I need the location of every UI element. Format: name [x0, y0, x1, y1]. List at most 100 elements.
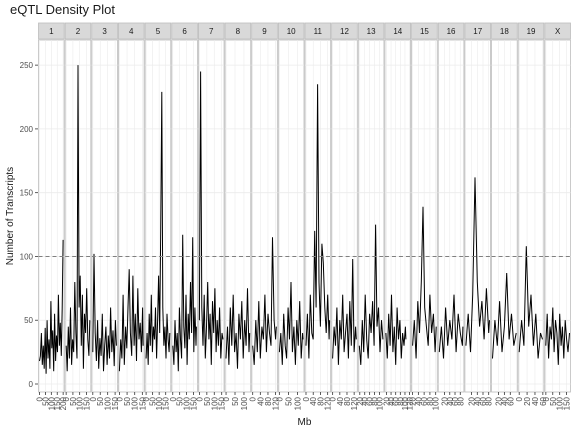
strip-bg	[331, 22, 358, 40]
density-line	[118, 269, 144, 372]
x-tick-label: 50	[41, 396, 50, 405]
x-tick-label: 40	[473, 396, 482, 405]
x-tick-label: 60	[392, 396, 401, 405]
strip-label: 3	[102, 27, 107, 36]
strip-label: 11	[314, 27, 323, 36]
x-tick-label: 0	[275, 396, 284, 401]
panel-bg	[277, 39, 305, 393]
x-tick-label: 80	[396, 396, 405, 405]
x-tick-label: 20	[523, 396, 532, 405]
x-tick-label: 0	[62, 396, 71, 401]
density-line	[39, 239, 64, 374]
x-tick-label: 0	[195, 396, 204, 401]
x-tick-label: 80	[371, 396, 380, 405]
strip-bg	[437, 22, 465, 40]
x-tick-label: 20	[441, 396, 450, 405]
x-tick-label: 40	[414, 396, 423, 405]
density-line	[332, 258, 357, 365]
strip-bg	[277, 22, 305, 40]
strip-bg	[197, 22, 225, 40]
x-tick-label: 20	[494, 396, 503, 405]
x-tick-label: 150	[218, 396, 227, 410]
strip-bg	[91, 22, 118, 40]
x-tick-label: 40	[336, 396, 345, 405]
y-axis-title: Number of Transcripts	[5, 167, 16, 265]
x-tick-label: 0	[542, 396, 551, 401]
density-line	[225, 288, 251, 369]
strip-bg	[384, 22, 412, 40]
x-tick-label: 100	[210, 396, 219, 410]
x-tick-label: 0	[115, 396, 124, 401]
x-tick-label: 40	[446, 396, 455, 405]
x-tick-label: 60	[506, 396, 515, 405]
x-tick-label: 200	[59, 396, 68, 410]
x-tick-label: 20	[409, 396, 418, 405]
x-tick-label: 50	[203, 396, 212, 405]
x-tick-label: 20	[356, 396, 365, 405]
x-tick-label: 50	[284, 396, 293, 405]
strip-bg	[411, 22, 438, 40]
x-tick-label: 50	[149, 396, 158, 405]
x-tick-label: 60	[451, 396, 460, 405]
x-tick-label: 100	[183, 396, 192, 410]
x-tick-label: 40	[361, 396, 370, 405]
strip-label: X	[555, 27, 561, 36]
x-tick-label: 100	[155, 396, 164, 410]
x-tick-label: 40	[256, 396, 265, 405]
x-tick-label: 100	[47, 396, 56, 410]
x-tick-label: 50	[176, 396, 185, 405]
y-tick-label: 100	[20, 252, 34, 261]
x-tick-label: 80	[456, 396, 465, 405]
strip-bg	[144, 22, 172, 40]
density-line	[172, 234, 197, 372]
x-tick-label: 0	[329, 396, 338, 401]
x-tick-label: 0	[142, 396, 151, 401]
x-tick-label: 40	[387, 396, 396, 405]
y-tick-label: 0	[29, 380, 34, 389]
x-tick-label: 60	[420, 396, 429, 405]
x-tick-label: 80	[316, 396, 325, 405]
x-tick-label: 0	[169, 396, 178, 401]
strip-label: 16	[447, 27, 456, 36]
chart-title: eQTL Density Plot	[10, 2, 116, 17]
strip-bg	[464, 22, 491, 40]
x-tick-label: 80	[485, 396, 494, 405]
x-tick-label: 100	[240, 396, 249, 410]
x-tick-label: 50	[69, 396, 78, 405]
density-line	[145, 91, 171, 365]
x-tick-label: 80	[343, 396, 352, 405]
strip-label: 10	[287, 27, 296, 36]
x-tick-label: 20	[382, 396, 391, 405]
density-line	[465, 177, 490, 353]
strip-bg	[64, 22, 92, 40]
x-tick-label: 100	[376, 396, 385, 410]
density-line	[518, 246, 543, 359]
strip-label: 17	[473, 27, 482, 36]
density-line	[358, 224, 384, 365]
x-tick-label: 150	[53, 396, 62, 410]
density-line	[65, 65, 91, 372]
strip-label: 1	[49, 27, 54, 36]
x-tick-label: 0	[89, 396, 98, 401]
strip-bg	[171, 22, 198, 40]
strip-label: 2	[76, 27, 81, 36]
x-tick-label: 60	[366, 396, 375, 405]
density-line	[412, 206, 437, 359]
x-tick-label: 120	[406, 396, 415, 410]
x-tick-label: 60	[479, 396, 488, 405]
x-tick-label: 150	[82, 396, 91, 410]
x-tick-label: 50	[96, 396, 105, 405]
panel-bg	[384, 39, 412, 393]
x-tick-label: 120	[272, 396, 281, 410]
strip-bg	[251, 22, 278, 40]
strip-bg	[304, 22, 332, 40]
strip-bg	[118, 22, 145, 40]
strip-label: 13	[367, 27, 376, 36]
density-line	[438, 294, 464, 359]
x-tick-label: 120	[324, 396, 333, 410]
x-tick-label: 100	[76, 396, 85, 410]
x-tick-label: 20	[468, 396, 477, 405]
x-tick-label: 0	[515, 396, 524, 401]
density-line	[252, 237, 277, 365]
